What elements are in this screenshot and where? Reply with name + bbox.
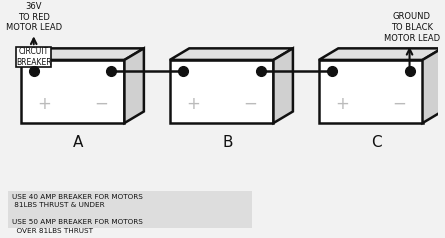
FancyBboxPatch shape xyxy=(8,191,252,228)
Polygon shape xyxy=(274,48,293,123)
FancyBboxPatch shape xyxy=(16,47,51,67)
Text: CIRCUIT
BREAKER: CIRCUIT BREAKER xyxy=(16,47,52,67)
Polygon shape xyxy=(21,48,144,60)
Text: +: + xyxy=(335,95,349,113)
Text: USE 40 AMP BREAKER FOR MOTORS
 81LBS THRUST & UNDER

USE 50 AMP BREAKER FOR MOTO: USE 40 AMP BREAKER FOR MOTORS 81LBS THRU… xyxy=(12,193,143,233)
Text: +: + xyxy=(37,95,51,113)
Text: +: + xyxy=(186,95,200,113)
Polygon shape xyxy=(170,60,274,123)
Text: GROUND
TO BLACK
MOTOR LEAD: GROUND TO BLACK MOTOR LEAD xyxy=(384,12,440,43)
Polygon shape xyxy=(422,48,442,123)
Text: B: B xyxy=(222,135,233,150)
Text: −: − xyxy=(392,95,406,113)
Polygon shape xyxy=(125,48,144,123)
Text: −: − xyxy=(243,95,257,113)
Polygon shape xyxy=(319,60,422,123)
Polygon shape xyxy=(21,60,125,123)
Polygon shape xyxy=(170,48,293,60)
Text: C: C xyxy=(371,135,382,150)
Text: 36V
TO RED
MOTOR LEAD: 36V TO RED MOTOR LEAD xyxy=(6,2,62,32)
Text: A: A xyxy=(73,135,84,150)
Polygon shape xyxy=(319,48,442,60)
Text: −: − xyxy=(94,95,108,113)
